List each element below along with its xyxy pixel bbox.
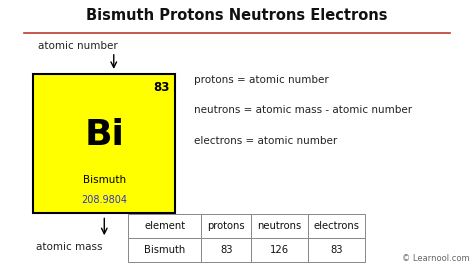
Text: © Learnool.com: © Learnool.com [401,254,469,263]
Text: Bismuth Protons Neutrons Electrons: Bismuth Protons Neutrons Electrons [86,8,388,23]
Text: Bismuth: Bismuth [83,174,126,185]
Text: neutrons: neutrons [257,221,302,231]
Bar [251,238,308,262]
Text: 126: 126 [270,245,289,255]
Text: protons = atomic number: protons = atomic number [194,75,329,85]
Text: protons: protons [208,221,245,231]
Bar [251,214,308,238]
Bar [33,74,175,213]
Bar [308,238,365,262]
Bar [128,238,201,262]
Text: 208.9804: 208.9804 [81,195,128,205]
Bar [128,214,201,238]
Text: atomic mass: atomic mass [36,242,102,252]
Text: 83: 83 [330,245,343,255]
Bar [201,214,251,238]
Text: 83: 83 [153,81,170,94]
Text: electrons = atomic number: electrons = atomic number [194,136,337,146]
Text: atomic number: atomic number [38,40,118,51]
Text: 83: 83 [220,245,233,255]
Text: Bismuth: Bismuth [144,245,185,255]
Text: neutrons = atomic mass - atomic number: neutrons = atomic mass - atomic number [194,105,412,115]
Text: element: element [144,221,185,231]
Text: electrons: electrons [313,221,360,231]
Bar [308,214,365,238]
Text: Bi: Bi [84,118,124,152]
Bar [201,238,251,262]
